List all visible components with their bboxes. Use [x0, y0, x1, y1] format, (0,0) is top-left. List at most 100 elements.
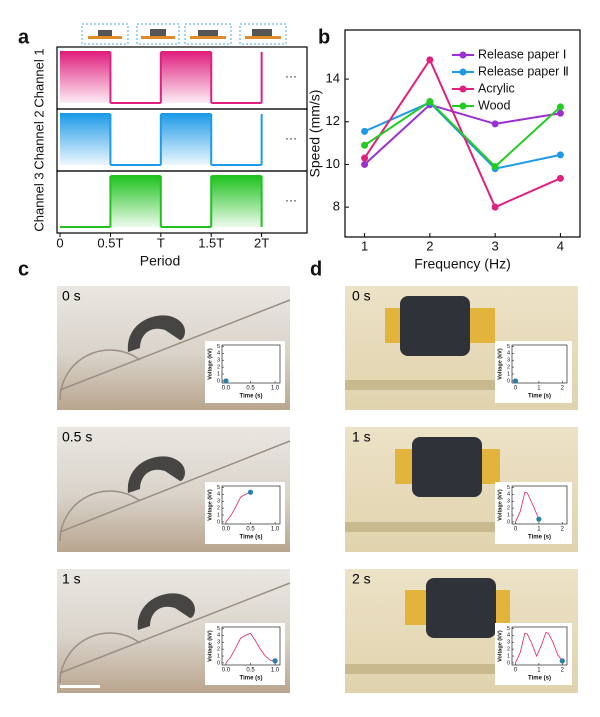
- point: [556, 103, 564, 111]
- series-line: [364, 100, 562, 168]
- y-tick-label: 1: [507, 653, 510, 659]
- photo-label: 0 s: [62, 288, 81, 304]
- x-tick-label: 2: [426, 238, 433, 253]
- voltage-line: [225, 491, 251, 523]
- y-tick-label: 4: [507, 492, 510, 498]
- inset-background: [495, 482, 572, 544]
- level: [211, 176, 262, 227]
- legend-marker: [459, 85, 467, 93]
- y-tick-label: 4: [217, 351, 220, 357]
- y-axis-label: Voltage (kV): [497, 630, 503, 662]
- legend-marker: [459, 51, 467, 59]
- x-tick-label: 1: [537, 386, 541, 392]
- y-tick-label: 3: [507, 640, 510, 646]
- photo-scenes: [59, 296, 510, 688]
- y-tick-label: 4: [217, 492, 220, 498]
- point: [491, 120, 499, 128]
- x-tick-label: 0.5: [246, 668, 255, 674]
- y-tick-label: 4: [507, 633, 510, 639]
- point: [426, 97, 434, 105]
- x-tick-label: 2: [561, 386, 565, 392]
- y-axis-label: Voltage (kV): [207, 348, 213, 380]
- level: [160, 52, 212, 103]
- legend-label: Wood: [478, 98, 510, 112]
- x-tick-label: 1.0: [271, 386, 280, 392]
- plot-frame: [511, 344, 568, 384]
- x-tick-label: 0.0: [222, 386, 231, 392]
- x-tick-label: 1: [361, 238, 368, 253]
- x-tick-label: 0: [514, 386, 518, 392]
- point: [491, 163, 499, 171]
- voltage-line: [515, 491, 540, 523]
- level: [60, 52, 111, 103]
- x-axis-label: Time (s): [240, 676, 263, 682]
- photo-label: 1 s: [352, 429, 371, 445]
- ellipsis: ···: [285, 69, 297, 83]
- point: [361, 154, 369, 162]
- point: [426, 56, 434, 64]
- y-tick-label: 5: [217, 344, 220, 350]
- photo-label: 2 s: [352, 571, 371, 587]
- x-tick-label: 1.0: [271, 527, 280, 533]
- panel-label: c: [18, 258, 29, 280]
- x-tick-label: 3: [492, 238, 499, 253]
- x-tick-label: 0.5T: [97, 235, 123, 250]
- y-tick-label: 3: [217, 358, 220, 364]
- y-tick-label: 0: [217, 519, 220, 525]
- current-point: [272, 658, 278, 664]
- y-tick-label: 1: [507, 512, 510, 518]
- point: [556, 109, 564, 117]
- point: [491, 203, 499, 211]
- legend-marker: [459, 68, 467, 76]
- y-tick-label: 0: [217, 660, 220, 666]
- y-tick-label: 8: [333, 199, 340, 214]
- photo-label: 0.5 s: [62, 429, 92, 445]
- y-tick-label: 3: [507, 358, 510, 364]
- voltage-line: [225, 632, 276, 664]
- y-tick-label: 2: [217, 506, 220, 512]
- current-point: [247, 489, 254, 495]
- x-tick-label: 0.5: [246, 386, 255, 392]
- voltage-line: [515, 632, 563, 664]
- plot-frame: [221, 626, 281, 666]
- point: [556, 151, 564, 159]
- y-tick-label: 5: [217, 485, 220, 491]
- y-tick-label: 1: [217, 512, 220, 518]
- legend-label: Release paper Ⅱ: [478, 64, 569, 78]
- y-tick-label: 12: [326, 113, 340, 128]
- y-tick-label: 1: [217, 371, 220, 377]
- y-tick-label: 2: [217, 647, 220, 653]
- x-axis-label: Time (s): [528, 535, 551, 541]
- channel-frame: [56, 170, 308, 234]
- y-tick-label: 2: [217, 365, 220, 371]
- x-axis-label: Time (s): [240, 535, 263, 541]
- level: [110, 176, 161, 227]
- x-tick-label: 2: [561, 527, 565, 533]
- y-tick-label: 2: [507, 506, 510, 512]
- point: [361, 141, 369, 149]
- photo-label: 0 s: [352, 288, 371, 304]
- y-tick-label: 5: [217, 626, 220, 632]
- y-tick-label: 10: [326, 156, 340, 171]
- channel-label: Channel 3: [31, 172, 46, 231]
- legend-marker: [459, 102, 467, 110]
- x-tick-label: 0.0: [222, 668, 231, 674]
- x-tick-label: 0: [514, 527, 518, 533]
- y-tick-label: 0: [507, 378, 510, 384]
- x-tick-label: 2: [561, 668, 565, 674]
- level: [160, 114, 212, 165]
- current-point: [536, 516, 542, 522]
- y-tick-label: 5: [507, 344, 510, 350]
- panel-label: b: [318, 26, 330, 48]
- x-tick-label: 1: [537, 527, 541, 533]
- y-axis-label: Voltage (kV): [497, 489, 503, 521]
- photo-label: 1 s: [62, 571, 81, 587]
- plot-frame: [511, 626, 568, 666]
- x-tick-label: 1: [537, 668, 541, 674]
- ellipsis: ···: [285, 131, 297, 145]
- y-tick-label: 5: [507, 485, 510, 491]
- level: [60, 114, 111, 165]
- point: [361, 160, 369, 168]
- inset-background: [205, 623, 285, 685]
- panel-label: d: [310, 258, 322, 280]
